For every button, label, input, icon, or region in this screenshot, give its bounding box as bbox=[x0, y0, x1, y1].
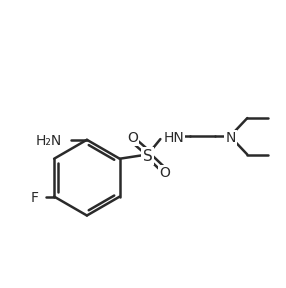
Text: S: S bbox=[143, 149, 153, 164]
Text: HN: HN bbox=[163, 131, 184, 145]
Text: F: F bbox=[31, 191, 39, 205]
Text: O: O bbox=[159, 166, 170, 180]
Text: O: O bbox=[127, 131, 138, 145]
Text: N: N bbox=[225, 131, 236, 145]
Text: H₂N: H₂N bbox=[35, 134, 62, 148]
